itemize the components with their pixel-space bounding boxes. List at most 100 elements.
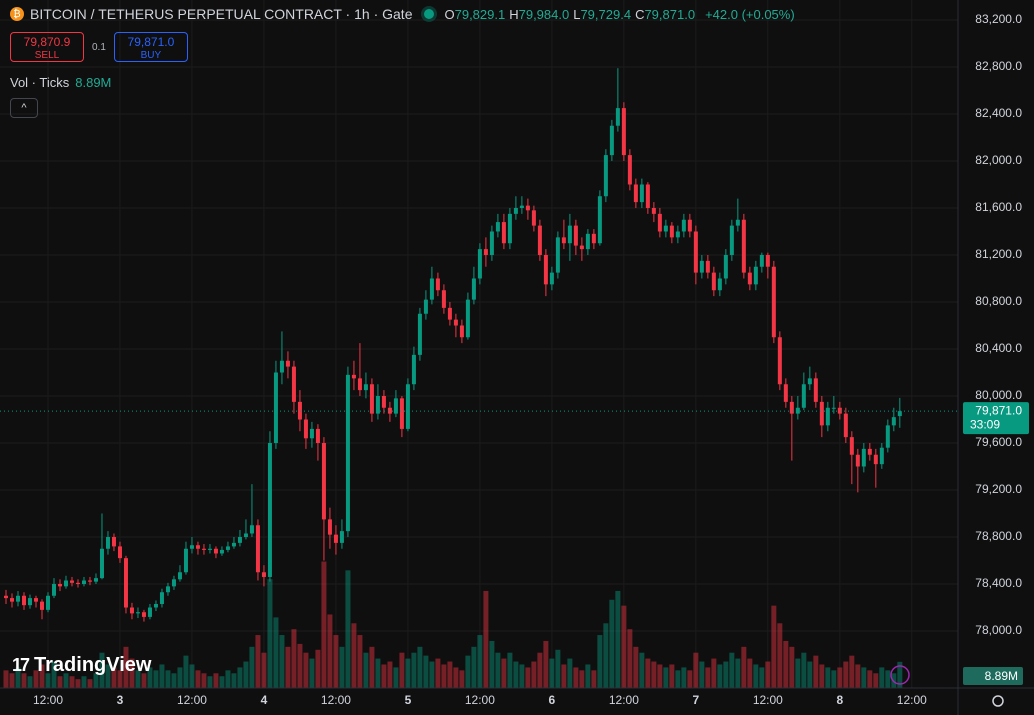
volume-bar [723, 661, 729, 688]
volume-bar [15, 667, 21, 688]
candle-body [891, 417, 896, 426]
volume-bar [297, 643, 303, 688]
volume-bar [513, 661, 519, 688]
volume-bar [597, 635, 603, 688]
ohlc-key: L [573, 7, 581, 22]
candle-body [561, 237, 566, 244]
candle-body [801, 384, 806, 408]
candle-body [483, 249, 488, 255]
candle-body [543, 254, 548, 285]
volume-bar [3, 670, 9, 688]
volume-bar [801, 652, 807, 688]
sell-button[interactable]: 79,870.9 SELL [10, 32, 84, 62]
volume-bar [729, 652, 735, 688]
candle-body [351, 374, 356, 379]
y-tick-label: 80,800.0 [975, 294, 1022, 308]
volume-bar [645, 658, 651, 688]
volume-bar [237, 667, 243, 688]
candle-body [789, 401, 794, 414]
volume-bar [333, 635, 339, 688]
candle-body [171, 579, 176, 587]
candle-body [369, 384, 374, 414]
candle-body [165, 586, 170, 593]
candle-body [579, 245, 584, 250]
volume-bar [357, 635, 363, 688]
candle-body [297, 401, 302, 420]
volume-bar [183, 655, 189, 688]
candle-body [435, 278, 440, 291]
volume-bar [171, 673, 177, 688]
y-tick-label: 78,000.0 [975, 623, 1022, 637]
candle-body [3, 595, 8, 599]
candle-body [381, 395, 386, 408]
change: +42.0 (+0.05%) [705, 6, 795, 22]
volume-bar [633, 646, 639, 688]
candle-body [705, 260, 710, 273]
volume-bar [387, 661, 393, 688]
candle-body [567, 225, 572, 244]
collapse-button[interactable]: ^ [10, 98, 38, 118]
volume-bar [555, 649, 561, 688]
candle-body [873, 454, 878, 465]
volume-bar [261, 652, 267, 688]
volume-bar [339, 646, 345, 688]
candle-body [741, 219, 746, 273]
candle-body [669, 225, 674, 238]
x-tick-label: 12:00 [753, 693, 783, 707]
buy-label: BUY [140, 50, 162, 61]
candle-body [843, 413, 848, 438]
candle-body [345, 374, 350, 532]
buy-button[interactable]: 79,871.0 BUY [113, 32, 188, 62]
candle-body [129, 607, 134, 614]
volume-bar [207, 676, 213, 688]
candle-body [519, 205, 524, 208]
candle-body [99, 548, 104, 579]
volume-bar [195, 670, 201, 688]
volume-bar [855, 664, 861, 688]
x-tick-label: 12:00 [897, 693, 927, 707]
sell-price: 79,870.9 [23, 35, 71, 49]
candle-body [807, 378, 812, 385]
volume-bar [573, 667, 579, 688]
volume-bar [129, 658, 135, 688]
symbol[interactable]: BITCOIN / TETHERUS PERPETUAL CONTRACT · … [30, 6, 413, 22]
candle-body [57, 584, 62, 587]
x-tick-label: 12:00 [177, 693, 207, 707]
volume-bar [519, 664, 525, 688]
volume-bar [105, 664, 111, 688]
candle-body [459, 325, 464, 338]
volume-bar [51, 661, 57, 688]
candle-body [387, 407, 392, 414]
volume-bar [177, 667, 183, 688]
candle-body [405, 384, 410, 429]
volume-bar [405, 658, 411, 688]
volume-bar [537, 652, 543, 688]
volume-bar [867, 670, 873, 688]
volume-bar [849, 655, 855, 688]
volume-bar [561, 664, 567, 688]
volume-bar [627, 629, 633, 688]
lightning-icon [890, 665, 910, 685]
candle-body [81, 580, 86, 585]
candle-body [75, 582, 80, 585]
volume-bar [141, 673, 147, 688]
x-tick-label: 4 [261, 693, 268, 707]
volume-bar [609, 599, 615, 688]
status-dot [424, 9, 435, 19]
volume-bar [675, 670, 681, 688]
volume-bar [225, 670, 231, 688]
candle-body [15, 595, 20, 602]
volume-bar [579, 670, 585, 688]
volume-bar [879, 667, 885, 688]
volume-bar [843, 661, 849, 688]
volume-bar [831, 670, 837, 688]
y-tick-label: 80,400.0 [975, 341, 1022, 355]
candle-body [411, 354, 416, 385]
volume-bar [735, 658, 741, 688]
candle-body [21, 595, 26, 606]
candle-body [339, 531, 344, 543]
candle-body [261, 572, 266, 577]
volume-bar [585, 664, 591, 688]
price-tag [963, 402, 1029, 435]
